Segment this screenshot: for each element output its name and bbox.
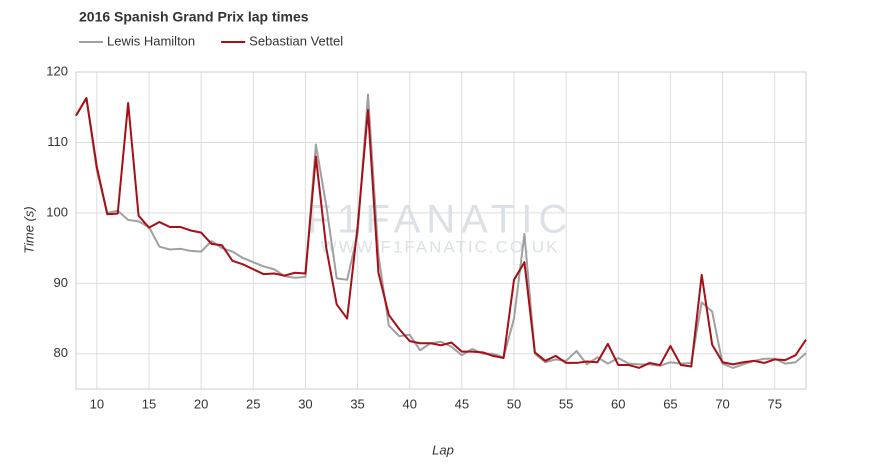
x-tick-label: 40 — [402, 396, 416, 411]
y-axis-label: Time (s) — [21, 206, 36, 254]
legend-label: Lewis Hamilton — [107, 33, 195, 48]
x-tick-label: 25 — [246, 396, 260, 411]
y-tick-label: 110 — [47, 134, 68, 149]
y-tick-label: 100 — [46, 204, 68, 219]
y-tick-label: 80 — [54, 345, 68, 360]
y-tick-label: 120 — [46, 63, 68, 78]
chart-title: 2016 Spanish Grand Prix lap times — [79, 9, 309, 25]
x-tick-label: 70 — [715, 396, 729, 411]
x-tick-label: 45 — [455, 396, 469, 411]
x-tick-label: 50 — [507, 396, 521, 411]
x-tick-label: 15 — [142, 396, 156, 411]
x-tick-label: 35 — [350, 396, 364, 411]
y-tick-label: 90 — [54, 275, 68, 290]
x-tick-label: 20 — [194, 396, 208, 411]
x-tick-label: 10 — [90, 396, 104, 411]
watermark: WWW.F1FANATIC.CO.UK — [321, 237, 560, 256]
series-line — [75, 93, 807, 369]
x-tick-label: 55 — [559, 396, 573, 411]
x-tick-label: 65 — [663, 396, 677, 411]
watermark: F1FANATIC — [307, 198, 574, 242]
x-tick-label: 30 — [298, 396, 312, 411]
x-tick-label: 75 — [767, 396, 781, 411]
x-axis-label: Lap — [432, 442, 454, 457]
plot-frame — [75, 71, 807, 390]
series-line — [75, 97, 807, 369]
x-tick-label: 60 — [611, 396, 625, 411]
legend-label: Sebastian Vettel — [249, 33, 343, 48]
